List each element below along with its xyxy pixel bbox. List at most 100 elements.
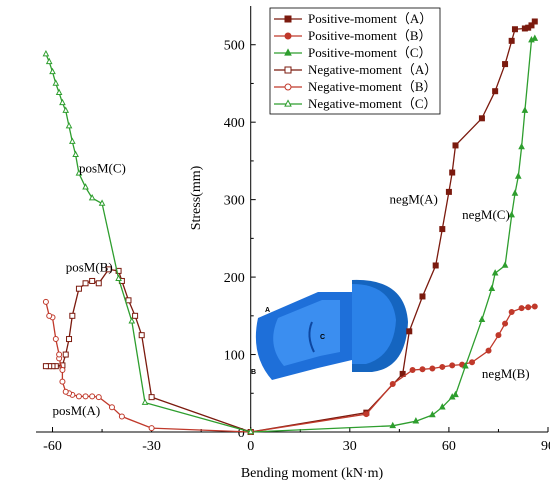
legend-box bbox=[269, 7, 441, 115]
legend-label: Negative-moment（B） bbox=[308, 79, 437, 94]
inset-label-a: A bbox=[265, 307, 270, 314]
data-point bbox=[389, 380, 396, 387]
data-point bbox=[62, 106, 70, 113]
series-layer bbox=[42, 18, 539, 435]
legend-entry: Positive-moment（C） bbox=[274, 45, 432, 60]
data-point bbox=[52, 79, 60, 86]
x-tick-label: -60 bbox=[43, 439, 62, 454]
data-point bbox=[452, 390, 459, 398]
data-point bbox=[429, 410, 436, 418]
data-point bbox=[439, 363, 446, 370]
data-point bbox=[42, 363, 49, 370]
data-point bbox=[95, 394, 102, 401]
data-point bbox=[89, 277, 96, 284]
data-point bbox=[82, 393, 89, 400]
data-point bbox=[389, 421, 397, 429]
data-point bbox=[501, 261, 509, 268]
data-point bbox=[284, 83, 292, 91]
legend: Positive-moment（A） Positive-moment（B） Posi… bbox=[269, 7, 441, 115]
inset-label-c: C bbox=[320, 334, 325, 341]
data-point bbox=[125, 297, 132, 304]
data-point bbox=[508, 308, 515, 315]
data-point bbox=[478, 315, 486, 322]
data-point bbox=[52, 336, 59, 343]
data-point bbox=[525, 304, 532, 311]
legend-entry: Positive-moment（B） bbox=[274, 28, 432, 43]
curve-label: negM(B) bbox=[482, 366, 530, 381]
legend-label: Positive-moment（B） bbox=[308, 28, 432, 43]
data-point bbox=[449, 362, 456, 369]
data-point bbox=[511, 189, 519, 196]
x-tick-label: 30 bbox=[343, 439, 357, 454]
data-point bbox=[59, 98, 66, 106]
data-point bbox=[115, 267, 122, 274]
data-point bbox=[75, 285, 82, 292]
legend-entry: Negative-moment（A） bbox=[274, 62, 437, 77]
data-point bbox=[528, 22, 535, 29]
data-point bbox=[412, 417, 420, 424]
data-point bbox=[148, 425, 155, 432]
data-point bbox=[439, 226, 446, 233]
data-point bbox=[438, 403, 446, 410]
data-point bbox=[531, 18, 538, 25]
data-point bbox=[59, 378, 66, 385]
curve-label: posM(A) bbox=[53, 403, 101, 418]
data-point bbox=[429, 365, 436, 372]
x-axis-title: Bending moment (kN·m) bbox=[241, 466, 384, 481]
data-point bbox=[95, 280, 102, 287]
y-tick-label: 100 bbox=[224, 349, 245, 364]
data-point bbox=[62, 388, 69, 395]
data-point bbox=[75, 169, 83, 176]
bolt-groove bbox=[308, 321, 315, 353]
data-point bbox=[108, 404, 115, 411]
data-point bbox=[82, 280, 89, 287]
y-tick-label: 500 bbox=[224, 39, 245, 54]
data-point bbox=[88, 194, 96, 201]
y-tick-label: 300 bbox=[224, 194, 245, 209]
data-point bbox=[55, 88, 63, 96]
annotation-layer: posM(C) posM(B) posM(A) negM(A) negM(C) negM(… bbox=[53, 161, 530, 418]
data-point bbox=[82, 183, 89, 190]
curve-label: negM(A) bbox=[389, 192, 437, 207]
data-point bbox=[62, 351, 69, 358]
data-point bbox=[69, 137, 76, 144]
data-point bbox=[449, 169, 456, 176]
data-point bbox=[148, 394, 155, 401]
x-tick-label: 0 bbox=[247, 439, 254, 454]
x-tick-label: 60 bbox=[442, 439, 456, 454]
bolt-head-highlight bbox=[352, 284, 396, 364]
bolt-inset-illustration: A C B bbox=[251, 279, 408, 380]
y-tick-label: 200 bbox=[224, 271, 245, 286]
legend-label: Negative-moment（C） bbox=[308, 96, 437, 111]
legend-entry: Negative-moment（C） bbox=[274, 96, 437, 111]
legend-entry: Negative-moment（B） bbox=[274, 79, 437, 94]
legend-label: Positive-moment（A） bbox=[308, 11, 432, 26]
data-point bbox=[518, 305, 525, 312]
data-point bbox=[508, 211, 515, 218]
data-point bbox=[462, 362, 469, 369]
data-point bbox=[42, 49, 50, 57]
data-point bbox=[284, 48, 292, 56]
inset-label-b: B bbox=[251, 369, 256, 376]
data-point bbox=[518, 142, 525, 150]
data-point bbox=[469, 359, 476, 366]
data-point bbox=[508, 37, 515, 44]
data-point bbox=[478, 115, 485, 122]
data-point bbox=[502, 61, 509, 68]
bolt-shank-inner bbox=[273, 300, 340, 366]
data-point bbox=[105, 266, 112, 273]
y-tick-label: 400 bbox=[224, 116, 245, 131]
x-tick-label: 90 bbox=[541, 439, 550, 454]
data-point bbox=[69, 312, 76, 319]
data-point bbox=[284, 15, 292, 23]
data-point bbox=[138, 332, 145, 339]
data-point bbox=[419, 293, 426, 300]
data-point bbox=[445, 188, 452, 195]
data-point bbox=[284, 99, 292, 107]
legend-label: Negative-moment（A） bbox=[308, 62, 437, 77]
data-point bbox=[59, 367, 66, 374]
axes-layer: -60 -30 0 30 60 90 0 100 200 300 400 500 bbox=[36, 6, 550, 454]
curve-label: negM(C) bbox=[462, 207, 510, 222]
data-point bbox=[452, 142, 459, 149]
data-point bbox=[485, 347, 492, 354]
